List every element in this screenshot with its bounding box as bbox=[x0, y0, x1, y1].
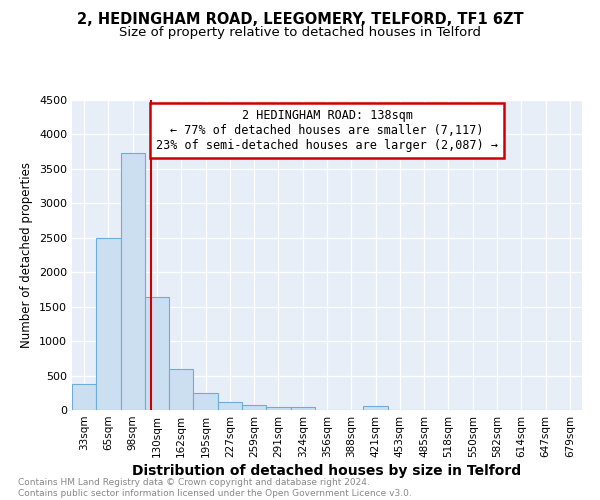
Bar bbox=[364, 406, 388, 410]
Bar bbox=[96, 238, 121, 410]
Bar bbox=[218, 402, 242, 410]
Bar bbox=[72, 384, 96, 410]
Text: Contains HM Land Registry data © Crown copyright and database right 2024.
Contai: Contains HM Land Registry data © Crown c… bbox=[18, 478, 412, 498]
Text: 2 HEDINGHAM ROAD: 138sqm
← 77% of detached houses are smaller (7,117)
23% of sem: 2 HEDINGHAM ROAD: 138sqm ← 77% of detach… bbox=[156, 110, 498, 152]
Bar bbox=[266, 406, 290, 410]
Bar bbox=[242, 405, 266, 410]
Text: 2, HEDINGHAM ROAD, LEEGOMERY, TELFORD, TF1 6ZT: 2, HEDINGHAM ROAD, LEEGOMERY, TELFORD, T… bbox=[77, 12, 523, 28]
Bar bbox=[290, 406, 315, 410]
Bar bbox=[145, 297, 169, 410]
Bar bbox=[193, 394, 218, 410]
Text: Size of property relative to detached houses in Telford: Size of property relative to detached ho… bbox=[119, 26, 481, 39]
Bar bbox=[121, 153, 145, 410]
X-axis label: Distribution of detached houses by size in Telford: Distribution of detached houses by size … bbox=[133, 464, 521, 478]
Bar bbox=[169, 368, 193, 410]
Y-axis label: Number of detached properties: Number of detached properties bbox=[20, 162, 34, 348]
